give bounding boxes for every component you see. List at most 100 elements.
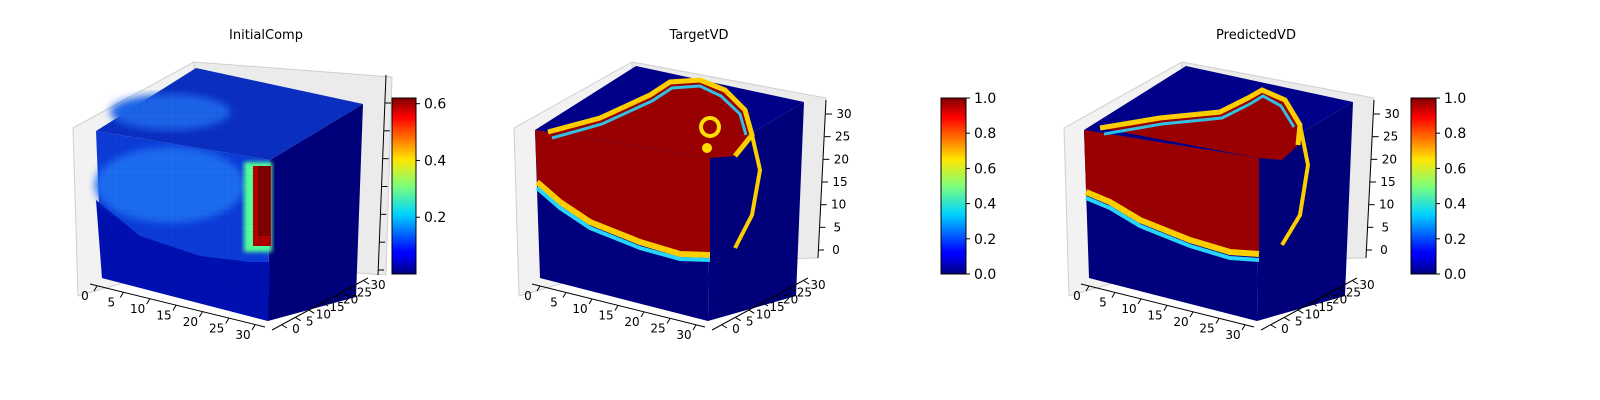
colorbar-tick-label: 0.8 xyxy=(1444,126,1466,142)
x-tick-label: 5 xyxy=(550,296,558,310)
y-tick-mark xyxy=(281,324,288,329)
x-tick-mark xyxy=(1163,305,1168,311)
x-tick-mark xyxy=(93,285,98,292)
x-tick-label: 15 xyxy=(156,309,171,323)
colorbar-tick-label: 0.2 xyxy=(424,210,446,226)
x-tick-mark xyxy=(588,298,593,305)
z-tick-label: 0 xyxy=(1380,243,1388,257)
y-tick-label: 20 xyxy=(1332,293,1347,307)
y-tick-label: 15 xyxy=(1318,300,1333,314)
y-tick-mark xyxy=(1325,295,1331,300)
colorbar-gradient xyxy=(940,97,967,275)
y-tick-label: 0 xyxy=(732,322,740,336)
y-tick-mark xyxy=(721,324,728,329)
x-tick-label: 20 xyxy=(183,315,198,329)
z-axis xyxy=(377,74,391,276)
x-tick-mark xyxy=(1215,318,1220,324)
colorbar-tick-label: 0.4 xyxy=(1444,197,1466,213)
colorbar: 0.2 0.4 0.6 xyxy=(391,97,446,275)
colorbar-tick-label: 0.4 xyxy=(974,197,996,213)
z-tick-label: 25 xyxy=(835,130,850,144)
x-tick-mark xyxy=(1189,311,1194,318)
panel-title: InitialComp xyxy=(229,28,303,43)
y-tick-mark xyxy=(790,287,796,292)
y-tick-label: 30 xyxy=(1359,278,1374,292)
colorbar-tick-label: 0.6 xyxy=(974,161,996,177)
colorbar-gradient xyxy=(391,97,417,275)
y-tick-label: 20 xyxy=(783,293,798,307)
y-tick-mark xyxy=(1311,302,1318,307)
colorbar-gradient xyxy=(1410,97,1437,275)
y-tick-label: 0 xyxy=(1281,322,1289,336)
x-axis: 0 5 10 15 20 25 30 xyxy=(524,283,706,342)
y-tick-mark xyxy=(1352,280,1359,285)
z-tick-label: 10 xyxy=(831,198,846,212)
y-tick-mark xyxy=(295,317,301,322)
y-tick-mark xyxy=(363,280,370,285)
x-tick-label: 0 xyxy=(1073,289,1081,303)
x-axis: 0 5 10 15 20 25 30 xyxy=(81,283,266,342)
y-tick-label: 0 xyxy=(292,322,300,336)
x-tick-label: 20 xyxy=(1173,315,1188,329)
colorbar-tick-label: 0.8 xyxy=(974,126,996,142)
x-tick-mark xyxy=(1137,298,1142,305)
panel-initialcomp: InitialComp 0 5 10 xyxy=(72,28,446,342)
y-tick-label: 20 xyxy=(343,293,358,307)
x-tick-mark xyxy=(562,292,567,298)
x-tick-label: 0 xyxy=(81,289,89,303)
x-tick-label: 15 xyxy=(598,309,613,323)
y-tick-label: 5 xyxy=(1295,315,1303,329)
colorbar-tick-label: 0.0 xyxy=(974,267,996,283)
y-tick-label: 15 xyxy=(329,300,344,314)
x-tick-mark xyxy=(225,318,230,324)
x-tick-mark xyxy=(146,298,151,305)
x-tick-mark xyxy=(1241,324,1246,331)
colorbar-tick-label: 1.0 xyxy=(1444,91,1466,107)
x-tick-mark xyxy=(119,292,124,298)
colorbar-tick-label: 0.0 xyxy=(1444,267,1466,283)
x-tick-mark xyxy=(692,324,697,331)
x-tick-label: 30 xyxy=(235,328,250,342)
y-tick-mark xyxy=(309,309,315,314)
y-tick-label: 25 xyxy=(357,285,372,299)
x-tick-label: 10 xyxy=(572,302,587,316)
y-tick-label: 10 xyxy=(1305,307,1320,321)
z-axis: 0 5 10 15 20 25 30 xyxy=(1365,99,1400,259)
x-tick-mark xyxy=(640,311,645,318)
y-tick-mark xyxy=(776,295,782,300)
y-tick-mark xyxy=(735,317,741,322)
z-tick-label: 10 xyxy=(1379,198,1394,212)
x-tick-mark xyxy=(536,285,541,292)
colorbar-tick-label: 0.4 xyxy=(424,153,446,169)
voxel-cube xyxy=(1084,66,1353,321)
x-tick-label: 5 xyxy=(108,296,116,310)
x-axis: 0 5 10 15 20 25 30 xyxy=(1073,283,1255,342)
y-tick-mark xyxy=(803,280,810,285)
z-tick-label: 25 xyxy=(1383,130,1398,144)
y-tick-label: 10 xyxy=(316,307,331,321)
x-tick-mark xyxy=(172,305,177,311)
z-tick-label: 0 xyxy=(832,243,840,257)
z-tick-label: 20 xyxy=(834,152,849,166)
x-tick-label: 25 xyxy=(1199,322,1214,336)
z-tick-label: 15 xyxy=(832,175,847,189)
y-tick-label: 5 xyxy=(306,315,314,329)
x-tick-mark xyxy=(666,318,671,324)
x-tick-mark xyxy=(198,311,203,318)
y-tick-mark xyxy=(749,309,755,314)
y-tick-label: 25 xyxy=(1346,285,1361,299)
x-tick-mark xyxy=(614,305,619,311)
z-tick-label: 20 xyxy=(1382,152,1397,166)
z-tick-label: 5 xyxy=(834,220,842,234)
x-tick-label: 25 xyxy=(650,322,665,336)
z-tick-label: 5 xyxy=(1382,220,1390,234)
x-tick-mark xyxy=(1085,285,1090,292)
z-axis: 0 5 10 15 20 25 30 xyxy=(817,99,852,259)
x-tick-label: 0 xyxy=(524,289,532,303)
x-tick-label: 20 xyxy=(624,315,639,329)
y-tick-label: 30 xyxy=(810,278,825,292)
